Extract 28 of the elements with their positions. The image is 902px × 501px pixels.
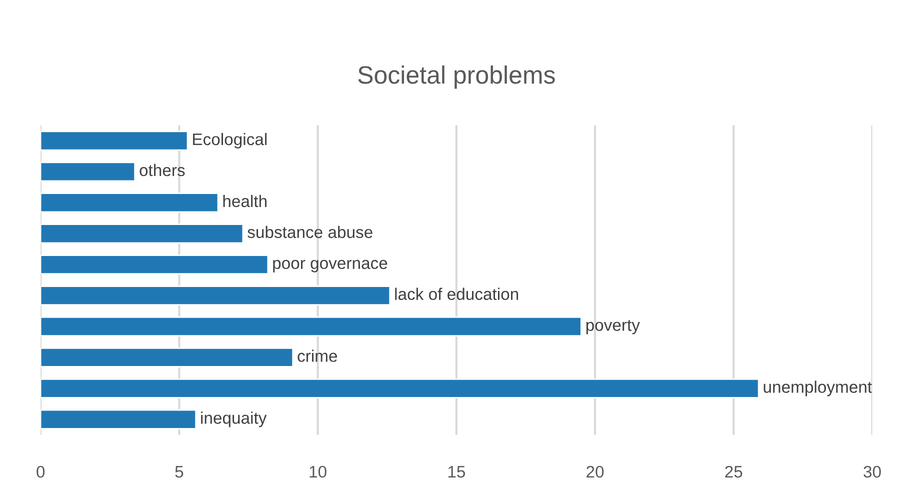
y-tick-label: substance abuse <box>248 226 372 238</box>
y-tick-label: Ecological <box>193 132 267 148</box>
bar <box>40 378 760 398</box>
bar <box>40 224 244 244</box>
x-tick-label: 10 <box>310 466 326 478</box>
y-tick-label: crime <box>298 350 338 362</box>
bar <box>40 130 188 151</box>
bar <box>40 192 219 213</box>
x-tick-label: 0 <box>36 466 45 478</box>
y-tick-label: inequaity <box>201 412 267 428</box>
x-tick-label: 5 <box>175 466 184 478</box>
y-tick-label: lack of education <box>395 288 518 300</box>
bar <box>40 347 294 368</box>
bar <box>40 409 197 430</box>
chart-title: Societal problems <box>358 65 555 89</box>
bar <box>40 316 582 336</box>
y-tick-label: health <box>223 194 267 208</box>
y-tick-label: unemployment <box>764 380 872 396</box>
x-tick-label: 30 <box>864 466 881 478</box>
y-tick-label: poverty <box>586 320 640 334</box>
bar <box>40 162 136 182</box>
bar <box>40 254 269 275</box>
y-tick-label: others <box>140 164 185 176</box>
x-tick-label: 15 <box>448 466 465 478</box>
y-tick-label: poor governace <box>273 260 388 272</box>
x-tick-label: 25 <box>725 466 742 478</box>
bar <box>40 286 391 306</box>
x-tick-label: 20 <box>586 466 604 478</box>
